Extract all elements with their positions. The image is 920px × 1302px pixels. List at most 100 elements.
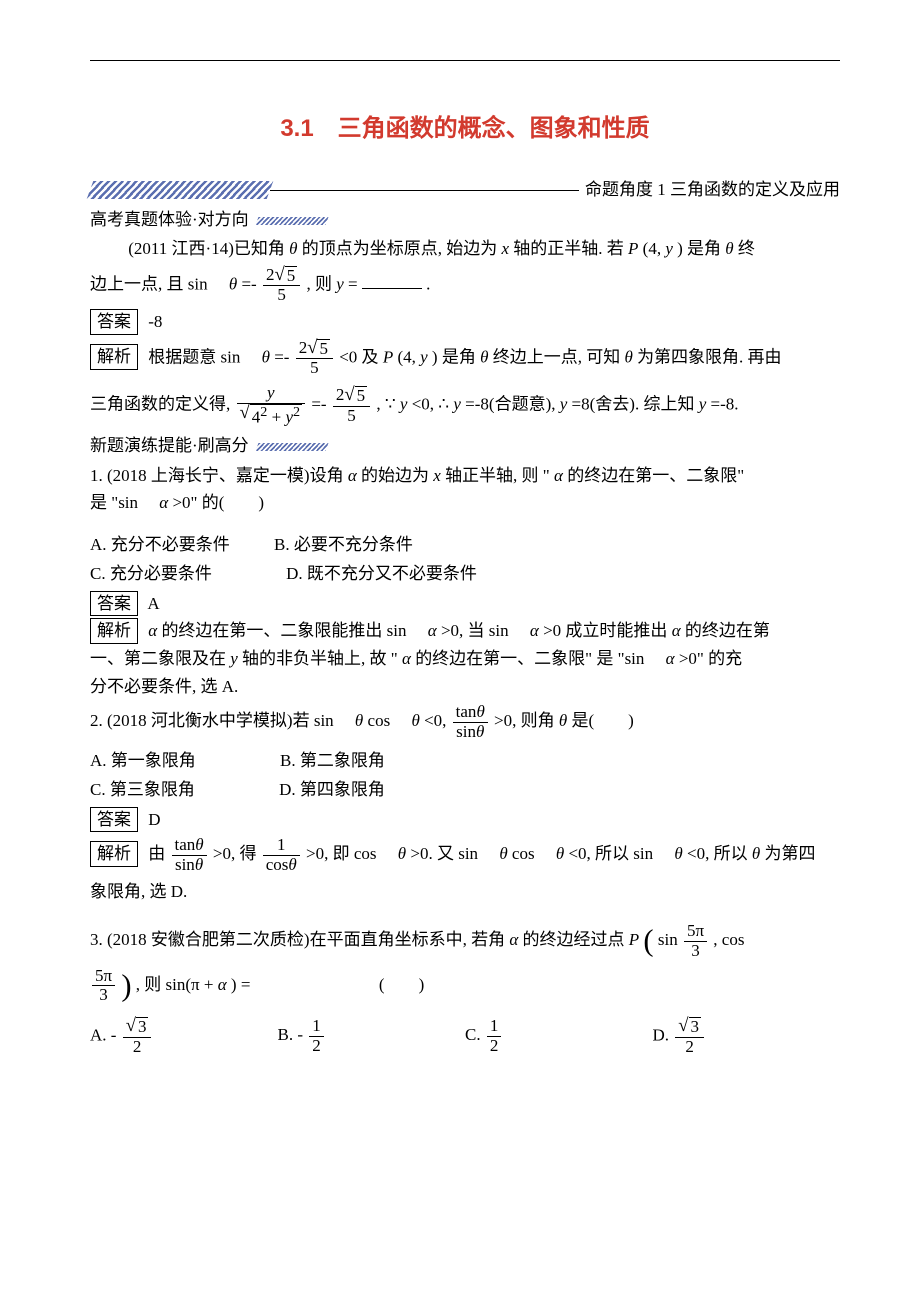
var-x: x <box>501 239 509 258</box>
q1-stem-line1: 1. (2018 上海长宁、嘉定一模)设角 α 的始边为 x 轴正半轴, 则 "… <box>90 463 840 489</box>
q2-expl1: 解析 由 tanθ sinθ >0, 得 1 cosθ >0, 即 cos θ … <box>90 834 840 876</box>
answer-label-box2: 答案 <box>90 591 138 617</box>
q0-e2e: =-8(合题意), <box>465 394 560 413</box>
q1-optA: A. 充分不必要条件 <box>90 532 230 558</box>
var-P: P <box>628 239 638 258</box>
q0-et2: θ <box>480 347 488 366</box>
q2-options-row1: A. 第一象限角 B. 第二象限角 <box>90 748 840 774</box>
q0-frac1: 2√5 5 <box>263 266 300 305</box>
q2-answer-val: D <box>148 810 160 829</box>
q3-l2c: ( ) <box>379 975 424 994</box>
q0-ec: <0 及 <box>339 347 383 366</box>
q1-a3: α <box>159 493 168 512</box>
subheader-xinti: 新题演练提能·刷高分 <box>90 433 840 459</box>
q1-expl2: 一、第二象限及在 y 轴的非负半轴上, 故 " α 的终边在第一、二象限" 是 … <box>90 646 840 672</box>
q1-optB: B. 必要不充分条件 <box>274 532 413 558</box>
q3-src: (2018 安徽合肥第二次质检)在平面直角坐标系中, 若角 <box>107 930 509 949</box>
q0-e2b: =- <box>311 394 326 413</box>
q2-options-row2: C. 第三象限角 D. 第四象限角 <box>90 777 840 803</box>
q0-ey: y <box>420 347 428 366</box>
q0-explain-line2: 三角函数的定义得, y √42 + y2 =- 2√5 5 , ∵ y <0, … <box>90 382 840 429</box>
q2-t2: θ <box>411 711 419 730</box>
q2-optB: B. 第二象限角 <box>280 748 385 774</box>
q0-answer: 答案 -8 <box>90 309 840 335</box>
q2-ef: <0, 所以 sin <box>568 844 670 863</box>
explain-label-box3: 解析 <box>90 841 138 867</box>
q2-et2: θ <box>499 844 507 863</box>
q2-frac-e: tanθ sinθ <box>172 836 207 874</box>
q3-stem-line1: 3. (2018 安徽合肥第二次质检)在平面直角坐标系中, 若角 α 的终边经过… <box>90 920 840 962</box>
q2-expl2: 象限角, 选 D. <box>90 879 840 905</box>
q2-eg: <0, 所以 <box>687 844 752 863</box>
q0-l2b: =- <box>241 274 256 293</box>
q0-ed: (4, <box>397 347 420 366</box>
q1-l2b: >0" 的( ) <box>172 493 264 512</box>
q1-t2: 轴正半轴, 则 " <box>445 466 550 485</box>
q0-ef: 终边上一点, 可知 <box>493 347 625 366</box>
q0-frac2: y √42 + y2 <box>237 384 306 427</box>
q2-optA: A. 第一象限角 <box>90 748 196 774</box>
q2-ee: cos <box>512 844 552 863</box>
q3-optA: A. - √32 <box>90 1015 278 1058</box>
q1-expl3: 分不必要条件, 选 A. <box>90 674 840 700</box>
q3-t1: 的终边经过点 <box>523 930 629 949</box>
q1-stem-line2: 是 "sin α >0" 的( ) <box>90 490 840 516</box>
q1-src: (2018 上海长宁、嘉定一模)设角 <box>107 466 348 485</box>
q2-et3: θ <box>556 844 564 863</box>
blank-input <box>362 288 422 289</box>
q2-e2: 象限角, 选 D. <box>90 882 187 901</box>
var-theta2: θ <box>725 239 733 258</box>
lparen-icon: ( <box>643 924 653 958</box>
q2-num: 2. <box>90 711 103 730</box>
q0-stem-line1: (2011 江西·14)已知角 θ 的顶点为坐标原点, 始边为 x 轴的正半轴.… <box>90 236 840 262</box>
var-theta3: θ <box>229 274 237 293</box>
q1-expl-d: 的终边在第 <box>685 621 770 640</box>
subheader-zhenti-text: 高考真题体验·对方向 <box>90 210 249 229</box>
q0-et3: θ <box>624 347 632 366</box>
q1-expl-c: >0 成立时能推出 <box>543 621 672 640</box>
q3-frac53a: 5π 3 <box>684 922 707 960</box>
q0-l2a: 边上一点, 且 sin <box>90 274 225 293</box>
chapter-title: 3.1 三角函数的概念、图象和性质 <box>90 111 840 147</box>
q1-l2a: 是 "sin <box>90 493 155 512</box>
q0-e2f: =8(舍去). 综上知 <box>572 394 699 413</box>
q1-ea: α <box>148 621 157 640</box>
q1-e2a: 一、第二象限及在 <box>90 649 230 668</box>
banner-line <box>270 189 579 191</box>
q3-frac53b: 5π 3 <box>92 967 115 1005</box>
q1-options-row2: C. 充分必要条件 D. 既不充分又不必要条件 <box>90 561 840 587</box>
q1-ey: y <box>230 649 238 668</box>
subheader-bar-icon2 <box>255 443 328 451</box>
q3-optC: C. 12 <box>465 1015 653 1058</box>
q0-t5: 终 <box>738 239 755 258</box>
q1-x: x <box>433 466 441 485</box>
q0-frac1-num: 2√5 <box>266 265 297 284</box>
var-y2: y <box>336 274 344 293</box>
q0-frac1c: 2√5 5 <box>333 386 370 425</box>
q1-expl-b: >0, 当 sin <box>441 621 526 640</box>
q2-eh: 为第四 <box>764 844 815 863</box>
top-rule <box>90 60 840 61</box>
q2-ea: 由 <box>148 844 165 863</box>
var-theta: θ <box>289 239 297 258</box>
q0-answer-val: -8 <box>148 312 162 331</box>
q0-l2d: = <box>348 274 358 293</box>
var-y: y <box>665 239 673 258</box>
section-banner: 命题角度 1 三角函数的定义及应用 <box>90 177 840 203</box>
q2-t3: >0, 则角 <box>494 711 559 730</box>
q2-src: (2018 河北衡水中学模拟)若 sin <box>107 711 351 730</box>
q2-t4: θ <box>559 711 567 730</box>
banner-text: 命题角度 1 三角函数的定义及应用 <box>585 177 840 203</box>
q3-l2a: , 则 sin(π + <box>136 975 218 994</box>
q0-stem-line2: 边上一点, 且 sin θ =- 2√5 5 , 则 y = . <box>90 264 840 307</box>
banner-stripe-icon <box>87 181 274 199</box>
q2-answer: 答案 D <box>90 807 840 833</box>
q0-t2: 轴的正半轴. 若 <box>513 239 628 258</box>
q2-t4t: 是( ) <box>572 711 634 730</box>
q2-t1: cos <box>368 711 408 730</box>
q0-t1: 的顶点为坐标原点, 始边为 <box>302 239 502 258</box>
subheader-zhenti: 高考真题体验·对方向 <box>90 207 840 233</box>
q1-e2d: >0" 的充 <box>679 649 742 668</box>
q3-a: α <box>509 930 518 949</box>
q1-options-row1: A. 充分不必要条件 B. 必要不充分条件 <box>90 532 840 558</box>
